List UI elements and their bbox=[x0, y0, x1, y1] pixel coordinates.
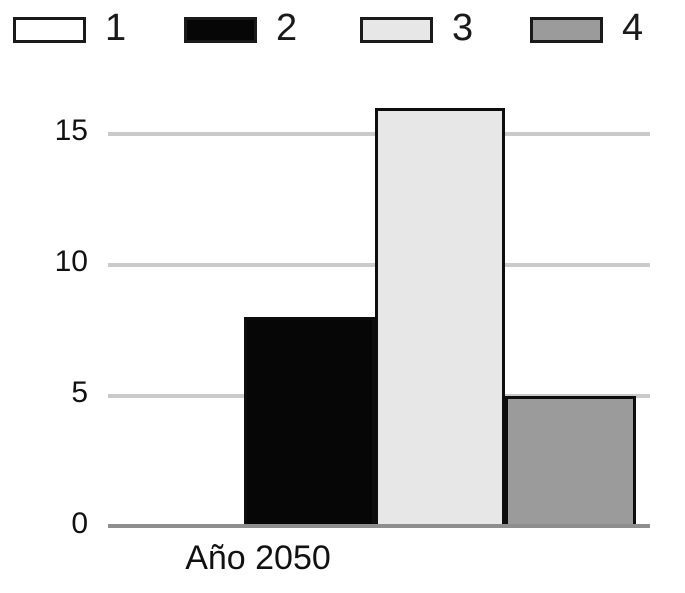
chart-legend: 1 2 3 4 bbox=[0, 0, 685, 60]
y-tick-label: 10 bbox=[54, 245, 88, 278]
legend-label: 3 bbox=[452, 7, 474, 49]
legend-swatch-icon bbox=[360, 17, 433, 43]
y-tick-label: 0 bbox=[71, 507, 88, 540]
legend-swatch-icon bbox=[184, 17, 257, 43]
plot-area bbox=[108, 90, 650, 528]
bar-series-2 bbox=[244, 317, 375, 527]
bar-series-4 bbox=[505, 396, 636, 527]
legend-swatch-icon bbox=[13, 17, 86, 43]
x-axis-line bbox=[108, 524, 650, 528]
legend-label: 4 bbox=[622, 7, 644, 49]
x-axis-label: Año 2050 bbox=[185, 539, 331, 577]
bar-series-3 bbox=[374, 107, 505, 527]
legend-label: 2 bbox=[276, 7, 298, 49]
y-tick-label: 15 bbox=[54, 114, 88, 147]
legend-swatch-icon bbox=[530, 17, 603, 43]
y-tick-label: 5 bbox=[71, 376, 88, 409]
legend-label: 1 bbox=[105, 7, 127, 49]
